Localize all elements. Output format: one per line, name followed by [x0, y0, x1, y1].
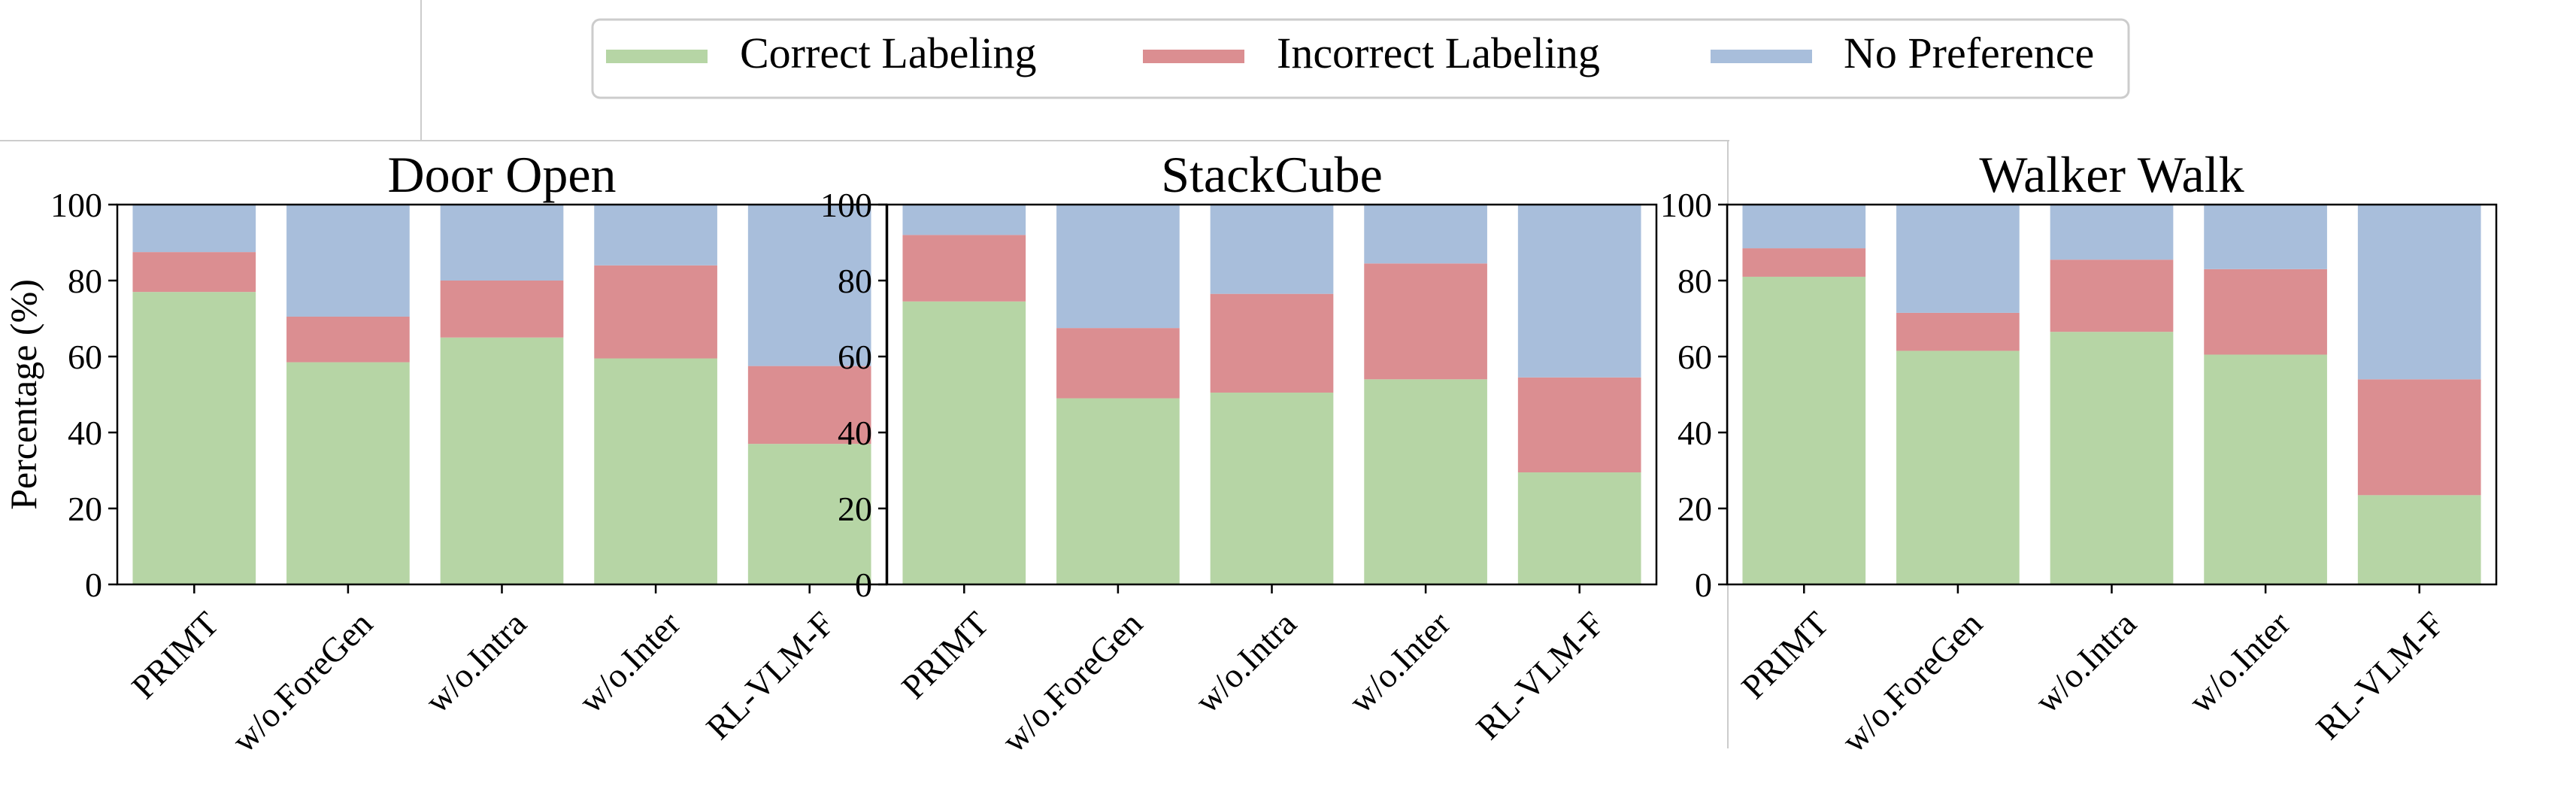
chart2-bar-wo-intra-no-preference [1210, 205, 1334, 294]
chart2-bar-wo-intra-correct [1210, 392, 1334, 584]
chart2-bar-rl-vlm-f-no-preference [1517, 205, 1641, 378]
chart3-bar-wo-intra-incorrect [2050, 259, 2174, 332]
chart1-bar-rl-vlm-f-correct [747, 444, 871, 584]
chart3-bar-wo-foregen-no-preference [1896, 205, 2020, 313]
chart3-xtick-label-wo-intra: w/o.Intra [2027, 604, 2143, 720]
chart1-xtick-label-rl-vlm-f: RL-VLM-F [699, 604, 841, 747]
chart1-bar-primt-incorrect [132, 252, 256, 293]
chart3-bar-primt-correct [1742, 276, 1866, 584]
chart3-bar-wo-intra-no-preference [2050, 205, 2174, 260]
chart1-ytick-label-100: 100 [50, 186, 102, 224]
chart3-xtick-label-rl-vlm-f: RL-VLM-F [2308, 604, 2451, 747]
chart3-ytick-label-20: 20 [1677, 490, 1712, 528]
chart2-bar-wo-intra-incorrect [1210, 293, 1334, 393]
chart3-ytick-label-60: 60 [1677, 338, 1712, 376]
legend-swatch-correct [606, 50, 708, 63]
chart3-bar-rl-vlm-f-incorrect [2357, 379, 2481, 496]
chart2-bar-wo-foregen-incorrect [1056, 328, 1180, 399]
chart3-bar-primt-no-preference [1742, 205, 1866, 249]
chart1-ytick-label-0: 0 [85, 566, 102, 604]
chart2-ytick-label-0: 0 [855, 566, 872, 604]
chart2-bar-wo-inter-correct [1364, 379, 1487, 584]
chart1-bar-wo-inter-no-preference [594, 205, 717, 266]
chart2-xtick-label-wo-intra: w/o.Intra [1187, 604, 1303, 720]
chart1-bar-rl-vlm-f-no-preference [747, 205, 871, 366]
chart3-bar-rl-vlm-f-no-preference [2357, 205, 2481, 380]
chart2-bar-wo-foregen-no-preference [1056, 205, 1180, 329]
chart1-bar-wo-foregen-no-preference [286, 205, 410, 317]
chart2-bar-rl-vlm-f-incorrect [1517, 377, 1641, 473]
chart1-bar-wo-foregen-correct [286, 362, 410, 584]
chart3-xtick-label-wo-inter: w/o.Inter [2181, 604, 2297, 720]
chart3-bar-wo-inter-incorrect [2204, 269, 2327, 355]
legend-swatch-no-preference [1711, 50, 1812, 63]
chart1-ytick-label-80: 80 [68, 262, 102, 300]
chart3-ytick-label-0: 0 [1695, 566, 1712, 604]
chart1-bar-wo-foregen-incorrect [286, 316, 410, 363]
chart3-xtick-label-wo-foregen: w/o.ForeGen [1834, 604, 1990, 760]
chart2-xtick-label-wo-inter: w/o.Inter [1341, 604, 1457, 720]
chart3-bar-wo-inter-correct [2204, 354, 2327, 584]
chart3-bar-wo-inter-no-preference [2204, 205, 2327, 269]
chart1-xtick-label-primt: PRIMT [124, 604, 226, 706]
legend-label-correct: Correct Labeling [740, 29, 1037, 77]
chart1-bar-wo-inter-incorrect [594, 265, 717, 359]
chart1-xtick-label-wo-inter: w/o.Inter [571, 604, 687, 720]
chart1-bar-wo-intra-no-preference [440, 205, 564, 281]
chart3-bar-rl-vlm-f-correct [2357, 495, 2481, 584]
legend-frame [591, 18, 2130, 99]
chart3-bar-wo-intra-correct [2050, 332, 2174, 584]
chart1-bar-rl-vlm-f-incorrect [747, 366, 871, 445]
chart2-bar-primt-incorrect [902, 235, 1026, 302]
chart2-bar-wo-inter-no-preference [1364, 205, 1487, 264]
chart3-bar-wo-foregen-correct [1896, 351, 2020, 584]
chart3-ytick-label-100: 100 [1660, 186, 1712, 224]
chart1-bar-wo-intra-incorrect [440, 281, 564, 338]
chart1-xtick-label-wo-intra: w/o.Intra [417, 604, 533, 720]
legend-swatch-incorrect [1143, 50, 1244, 63]
chart1-bar-wo-inter-correct [594, 358, 717, 584]
chart2-title: StackCube [1161, 146, 1383, 203]
chart3-xtick-label-primt: PRIMT [1734, 604, 1835, 706]
chart2-bar-wo-inter-incorrect [1364, 263, 1487, 380]
legend: Correct Labeling Incorrect Labeling No P… [591, 18, 2130, 99]
chart3-title: Walker Walk [1979, 146, 2244, 203]
chart3-bar-primt-incorrect [1742, 248, 1866, 277]
chart1-ylabel: Percentage (%) [2, 279, 44, 510]
chart1-bar-primt-correct [132, 292, 256, 584]
chart2-ytick-label-40: 40 [838, 414, 872, 452]
chart3-ytick-label-80: 80 [1677, 262, 1712, 300]
legend-label-incorrect: Incorrect Labeling [1277, 29, 1600, 77]
chart3-ytick-label-40: 40 [1677, 414, 1712, 452]
chart1-ytick-label-20: 20 [68, 490, 102, 528]
chart2-ytick-label-100: 100 [820, 186, 872, 224]
chart2-ytick-label-60: 60 [838, 338, 872, 376]
chart2-bar-rl-vlm-f-correct [1517, 472, 1641, 584]
chart2-bar-primt-correct [902, 301, 1026, 584]
chart1-ytick-label-60: 60 [68, 338, 102, 376]
chart2-xtick-label-primt: PRIMT [894, 604, 996, 706]
chart2-ytick-label-20: 20 [838, 490, 872, 528]
chart2-bar-wo-foregen-correct [1056, 398, 1180, 584]
chart2-xtick-label-wo-foregen: w/o.ForeGen [994, 604, 1150, 760]
chart2-xtick-label-rl-vlm-f: RL-VLM-F [1468, 604, 1611, 747]
chart1-ytick-label-40: 40 [68, 414, 102, 452]
chart3-bar-wo-foregen-incorrect [1896, 312, 2020, 351]
chart1-bar-primt-no-preference [132, 205, 256, 253]
chart2-bar-primt-no-preference [902, 205, 1026, 235]
chart1-bar-wo-intra-correct [440, 337, 564, 584]
legend-label-no-preference: No Preference [1844, 29, 2094, 77]
chart1-xtick-label-wo-foregen: w/o.ForeGen [224, 604, 380, 760]
chart2-ytick-label-80: 80 [838, 262, 872, 300]
chart1-title: Door Open [387, 146, 616, 203]
